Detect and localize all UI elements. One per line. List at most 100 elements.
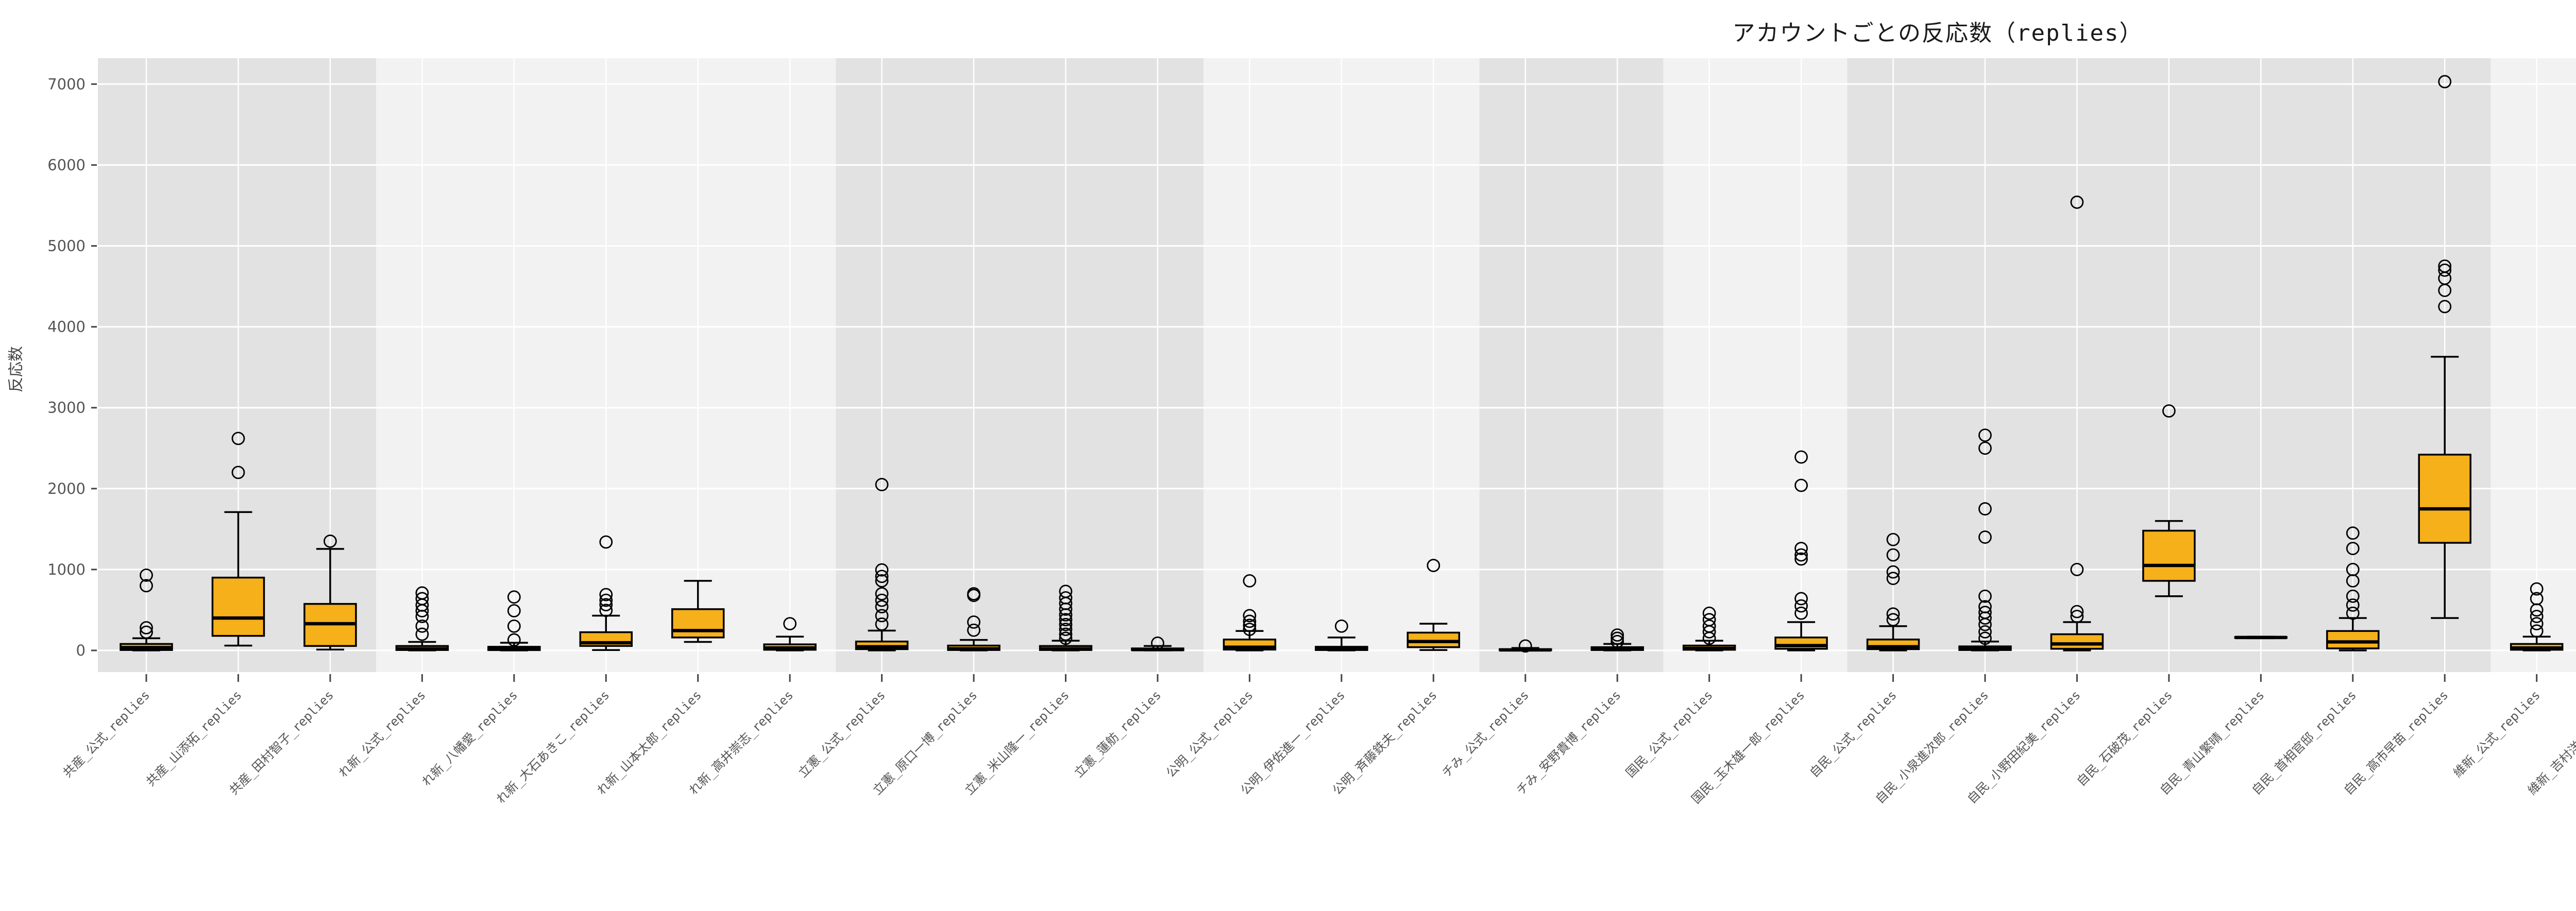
outlier-point [967, 623, 980, 637]
outlier-point [1978, 502, 1992, 515]
outlier-point [1886, 572, 1900, 586]
outlier-point [324, 535, 337, 548]
outlier-point [1794, 599, 1808, 613]
outlier-point [507, 619, 521, 633]
x-tick-label: 維新_公式_replies [2450, 687, 2543, 780]
outlier-point [2530, 582, 2544, 596]
outlier-point [1059, 627, 1073, 641]
outlier-point [875, 600, 889, 614]
outlier-point [1794, 478, 1808, 492]
outlier-point [1059, 613, 1073, 627]
x-tick-label: れ新_山本太郎_replies [594, 687, 704, 798]
outlier-point [599, 588, 613, 601]
outlier-point [967, 615, 980, 629]
outlier-point [2070, 563, 2084, 576]
outlier-point [875, 478, 889, 491]
outlier-point [2346, 589, 2360, 603]
outlier-point [507, 590, 521, 604]
x-tick-label: 公明_公式_replies [1163, 687, 1256, 780]
outlier-point [1978, 530, 1992, 544]
box [2326, 630, 2380, 649]
y-tick-label: 0 [76, 642, 86, 659]
party-band [2490, 58, 2576, 672]
outlier-point [2530, 624, 2544, 638]
outlier-point [599, 535, 613, 549]
outlier-point [507, 633, 521, 647]
outlier-point [2438, 75, 2452, 89]
party-band [1479, 58, 1664, 672]
outlier-point [1886, 565, 1900, 579]
outlier-point [1702, 606, 1716, 620]
outlier-point [1978, 625, 1992, 639]
outlier-point [2346, 563, 2360, 576]
y-tick-label: 6000 [47, 156, 86, 174]
outlier-point [1059, 623, 1073, 637]
outlier-point [2346, 526, 2360, 540]
outlier-point [2346, 598, 2360, 612]
outlier-point [1794, 548, 1808, 562]
outlier-point [1518, 639, 1532, 653]
outlier-point [599, 598, 613, 612]
x-tick-label: 自民_青山繁晴_replies [2157, 687, 2267, 798]
x-tick-label: 公明_伊佐進一_replies [1238, 687, 1348, 798]
outlier-point [1243, 614, 1257, 628]
outlier-point [415, 592, 429, 606]
outlier-point [1243, 609, 1257, 623]
outlier-point [1886, 532, 1900, 546]
x-tick-label: 立憲_米山隆一_replies [962, 687, 1072, 798]
outlier-point [2070, 195, 2084, 209]
outlier-point [875, 617, 889, 631]
outlier-point [783, 617, 797, 631]
outlier-point [875, 609, 889, 623]
outlier-point [2530, 592, 2544, 606]
outlier-point [2070, 605, 2084, 618]
outlier-point [1059, 591, 1073, 605]
outlier-point [140, 625, 153, 639]
x-tick-label: チみ_公式_replies [1439, 687, 1532, 780]
x-tick-label: れ新_高井崇志_replies [686, 687, 796, 798]
outlier-point [875, 593, 889, 607]
outlier-point [2530, 610, 2544, 623]
party-band [836, 58, 1204, 672]
y-tick-label: 7000 [47, 75, 86, 93]
x-tick-label: 立憲_蓮舫_replies [1072, 687, 1164, 780]
chart-title: アカウントごとの反応数（replies） [1732, 20, 2143, 46]
outlier-point [2162, 404, 2176, 418]
outlier-point [1151, 636, 1164, 650]
outlier-point [415, 627, 429, 641]
outlier-point [231, 432, 245, 445]
outlier-point [1243, 618, 1257, 632]
outlier-point [1702, 619, 1716, 633]
outlier-point [1059, 631, 1073, 645]
outlier-point [1978, 428, 1992, 442]
y-tick-label: 2000 [47, 480, 86, 497]
y-tick-label: 5000 [47, 237, 86, 255]
outlier-point [599, 604, 613, 617]
outlier-point [1794, 606, 1808, 620]
box [211, 576, 265, 637]
x-tick-label: 立憲_原口一博_replies [870, 687, 980, 798]
x-tick-label: れ新_八幡愛_replies [419, 687, 520, 789]
outlier-point [1978, 606, 1992, 620]
outlier-point [415, 586, 429, 600]
outlier-point [231, 466, 245, 479]
outlier-point [1978, 631, 1992, 645]
outlier-point [1794, 542, 1808, 555]
outlier-point [1611, 628, 1624, 642]
outlier-point [2346, 542, 2360, 555]
outlier-point [1886, 613, 1900, 627]
outlier-point [415, 619, 429, 633]
y-tick-label: 1000 [47, 561, 86, 578]
outlier-point [2438, 300, 2452, 314]
outlier-point [1978, 600, 1992, 614]
y-tick-label: 3000 [47, 399, 86, 417]
x-tick-label: 共産_公式_replies [60, 687, 153, 780]
x-tick-label: 国民_公式_replies [1623, 687, 1716, 780]
outlier-point [1243, 574, 1257, 588]
outlier-point [140, 568, 153, 582]
box [2418, 454, 2471, 544]
x-tick-label: 共産_田村智子_replies [227, 687, 337, 798]
outlier-point [1978, 441, 1992, 455]
outlier-point [507, 604, 521, 617]
